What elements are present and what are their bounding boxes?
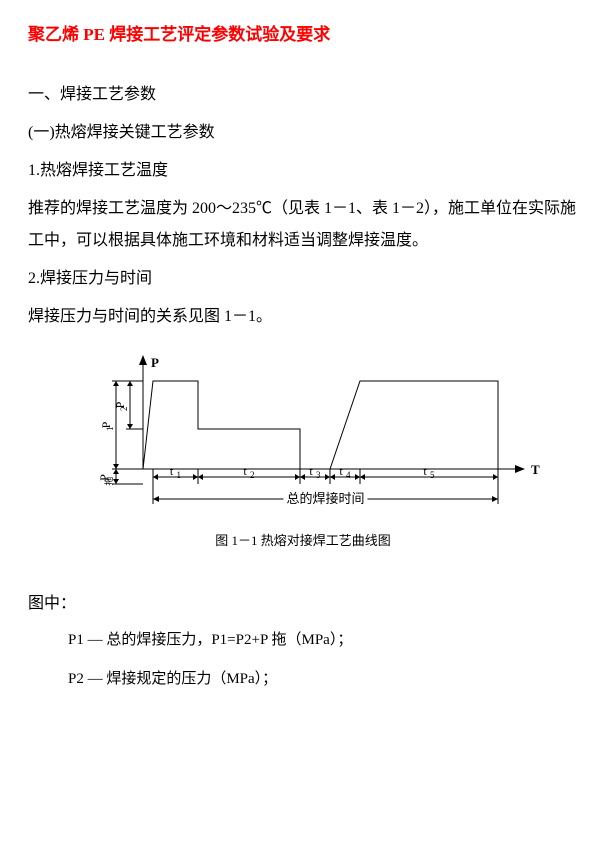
svg-text:5: 5 bbox=[430, 470, 435, 480]
heading-2: (一)热熔焊接关键工艺参数 bbox=[28, 117, 578, 149]
document-page: 聚乙烯 PE 焊接工艺评定参数试验及要求 一、焊接工艺参数 (一)热熔焊接关键工… bbox=[0, 0, 606, 709]
svg-text:t: t bbox=[243, 464, 247, 478]
svg-text:2: 2 bbox=[250, 470, 255, 480]
figure-caption: 图 1－1 热熔对接焊工艺曲线图 bbox=[28, 530, 578, 549]
heading-1: 一、焊接工艺参数 bbox=[28, 79, 578, 111]
paragraph-1: 推荐的焊接工艺温度为 200～235℃（见表 1－1、表 1－2），施工单位在实… bbox=[28, 193, 578, 257]
svg-text:2: 2 bbox=[119, 407, 129, 412]
heading-3a: 1.热熔焊接工艺温度 bbox=[28, 155, 578, 187]
svg-text:P: P bbox=[151, 355, 159, 370]
figure-container: PTt1t2t3t4t5总的焊接时间P1P2P拖 bbox=[28, 349, 578, 524]
svg-text:t: t bbox=[170, 464, 174, 478]
svg-text:1: 1 bbox=[105, 427, 115, 432]
legend-heading: 图中： bbox=[28, 589, 578, 613]
svg-text:T: T bbox=[531, 462, 540, 477]
svg-text:t: t bbox=[339, 464, 343, 478]
svg-text:t: t bbox=[423, 464, 427, 478]
heading-3b: 2.焊接压力与时间 bbox=[28, 263, 578, 295]
paragraph-2: 焊接压力与时间的关系见图 1－1。 bbox=[28, 301, 578, 333]
legend-p2: P2 — 焊接规定的压力（MPa）； bbox=[68, 660, 578, 699]
svg-text:3: 3 bbox=[316, 470, 321, 480]
svg-text:1: 1 bbox=[177, 470, 182, 480]
svg-text:t: t bbox=[309, 464, 313, 478]
svg-text:4: 4 bbox=[346, 470, 351, 480]
legend-p1: P1 — 总的焊接压力，P1=P2+P 拖（MPa）； bbox=[68, 621, 578, 660]
svg-text:拖: 拖 bbox=[103, 476, 114, 485]
doc-title: 聚乙烯 PE 焊接工艺评定参数试验及要求 bbox=[28, 20, 578, 45]
svg-text:总的焊接时间: 总的焊接时间 bbox=[286, 491, 364, 506]
welding-curve-diagram: PTt1t2t3t4t5总的焊接时间P1P2P拖 bbox=[58, 349, 548, 524]
